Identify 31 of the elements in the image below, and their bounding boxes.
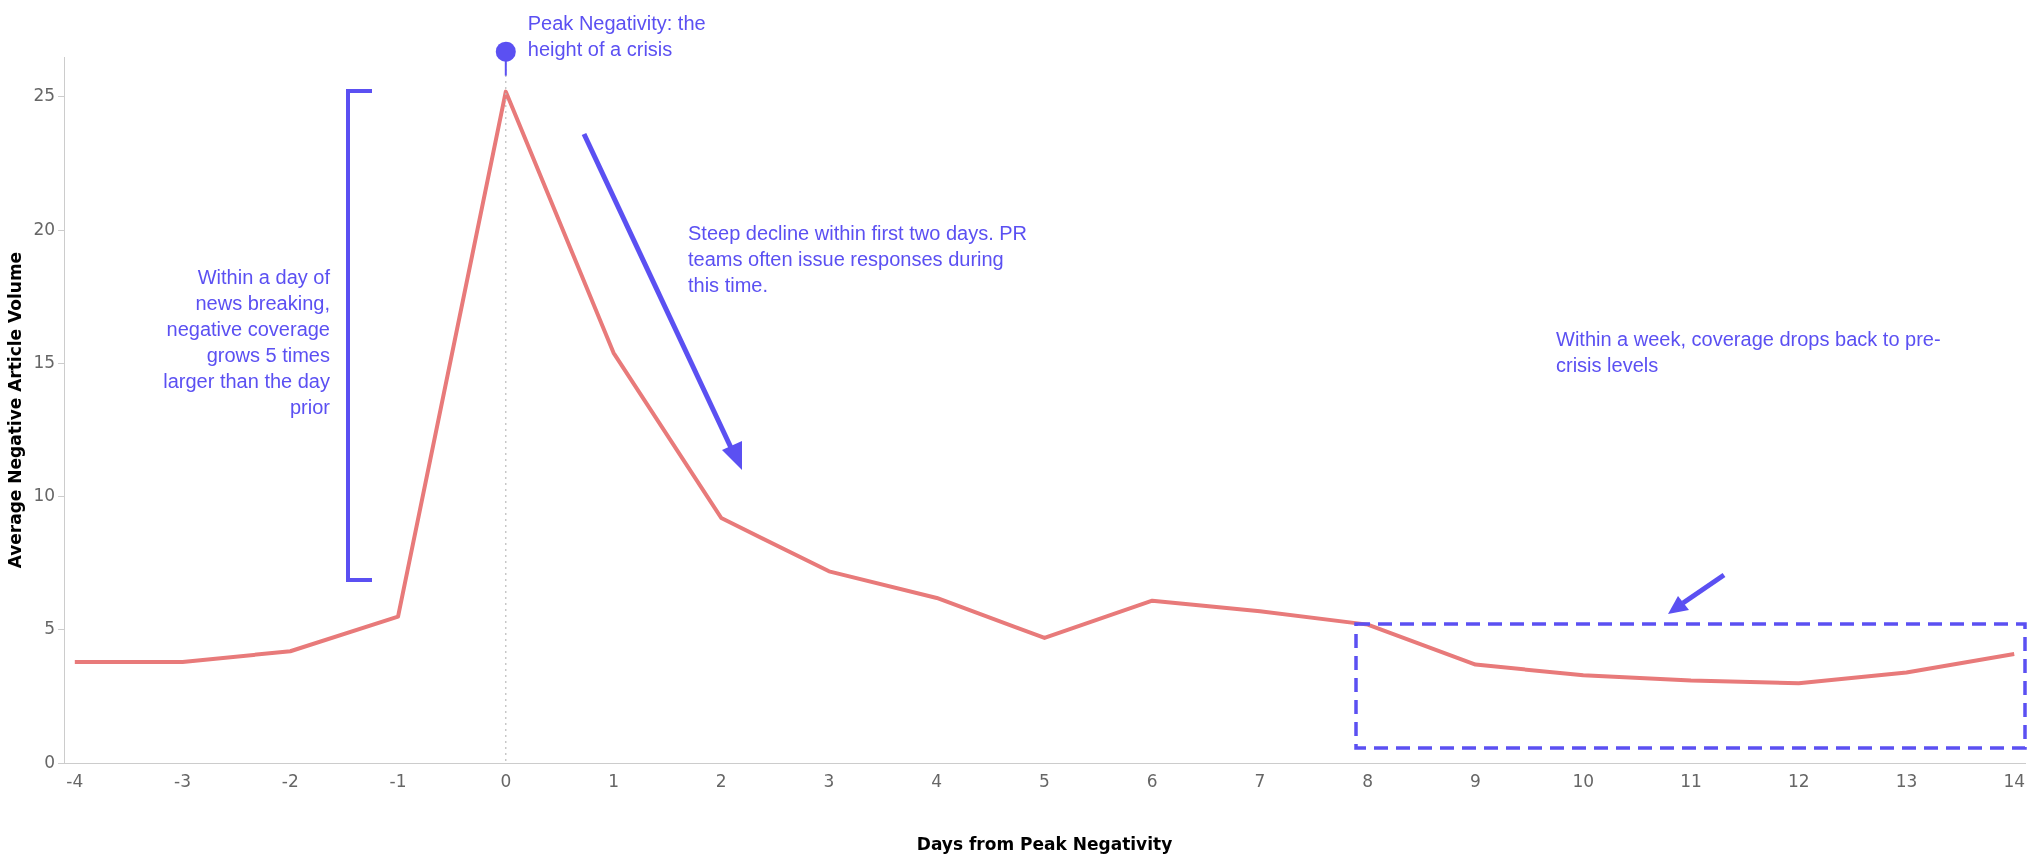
annotation: Peak Negativity: the height of a crisis	[527, 10, 707, 62]
x-tick-label: -4	[66, 770, 84, 791]
x-tick-label: -3	[174, 770, 192, 791]
x-tick-label: 5	[1039, 770, 1050, 791]
annotation: Within a week, coverage drops back to pre-crisis levels	[1556, 327, 1942, 378]
x-tick-label: 8	[1362, 770, 1374, 791]
y-tick-label: 15	[33, 351, 56, 372]
x-tick-label: 11	[1680, 770, 1702, 791]
x-tick-label: 13	[1895, 770, 1918, 791]
x-tick-label: 2	[715, 770, 727, 791]
x-tick-label: -1	[389, 770, 407, 791]
y-tick-label: 0	[44, 751, 56, 772]
y-tick-label: 10	[33, 485, 56, 506]
x-axis-title: Days from Peak Negativity	[916, 834, 1173, 855]
y-tick-label: 25	[33, 85, 56, 106]
x-tick-label: 0	[500, 770, 512, 791]
x-tick-label: 12	[1787, 770, 1810, 791]
x-tick-label: 7	[1254, 770, 1266, 791]
x-tick-label: 6	[1146, 770, 1158, 791]
y-axis-title: Average Negative Article Volume	[4, 251, 25, 569]
x-tick-label: 14	[2003, 770, 2026, 791]
x-tick-label: 3	[823, 770, 835, 791]
x-tick-label: 10	[1572, 770, 1595, 791]
x-tick-label: 1	[608, 770, 619, 791]
x-tick-label: -2	[281, 770, 299, 791]
annotation: Steep decline within first two days. PR teams often issue responses during this time.	[688, 221, 1029, 298]
y-tick-label: 20	[33, 218, 56, 239]
x-tick-label: 4	[931, 770, 943, 791]
annotation: Within a day of news breaking, negative coverage grows 5 times larger than the day prior	[162, 265, 330, 420]
y-tick-label: 5	[44, 618, 56, 639]
x-tick-label: 9	[1470, 770, 1481, 791]
